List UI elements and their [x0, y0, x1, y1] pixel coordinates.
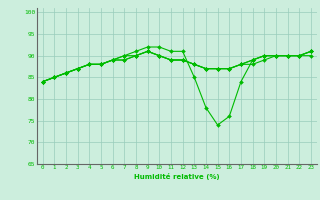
X-axis label: Humidité relative (%): Humidité relative (%) — [134, 173, 220, 180]
